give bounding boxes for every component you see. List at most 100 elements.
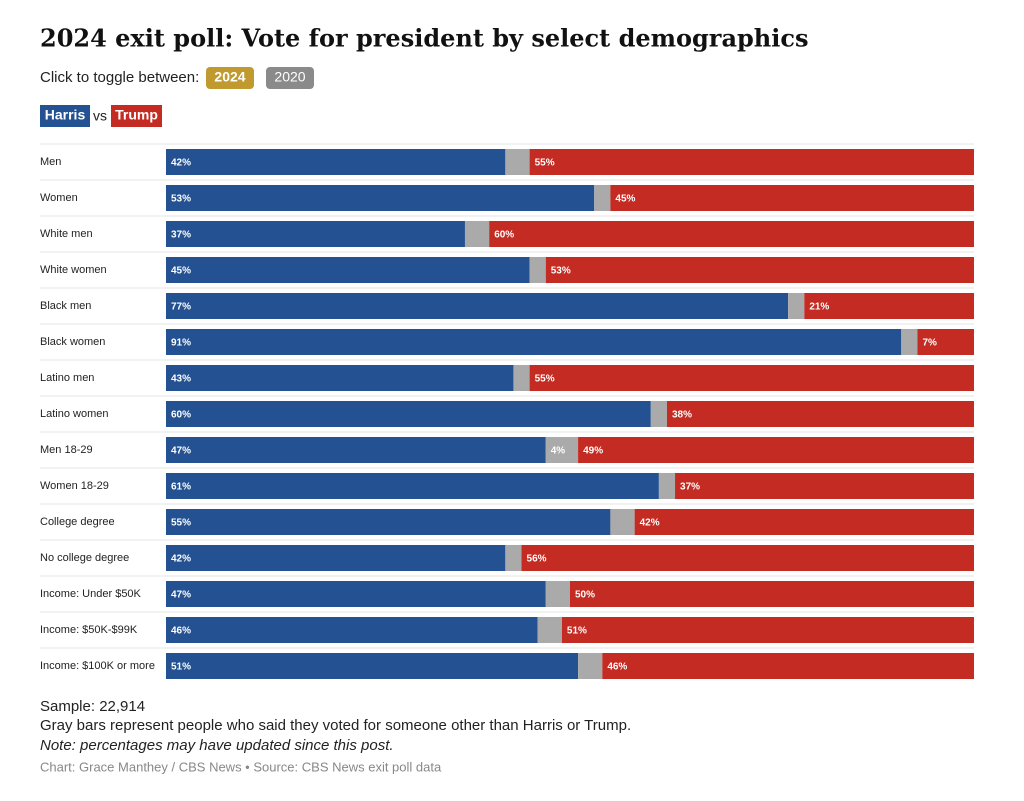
bar-segment (658, 473, 676, 499)
bar-segment (505, 545, 522, 571)
value-label: 4% (551, 446, 566, 457)
value-label: 46% (607, 662, 627, 673)
value-label: 46% (171, 626, 191, 637)
bar-segment (675, 473, 974, 499)
bar-segment (166, 581, 546, 607)
legend-swatch (111, 105, 162, 127)
bar-segment (917, 329, 974, 355)
toggle-button[interactable] (206, 67, 254, 89)
bar-segment (166, 653, 579, 679)
bar-segment (561, 617, 974, 643)
value-label: 51% (171, 662, 191, 673)
value-label: 47% (171, 446, 191, 457)
bar-segment (634, 509, 974, 535)
bar-segment (166, 257, 530, 283)
chart-title: 2024 exit poll: Vote for president by se… (40, 24, 808, 53)
bar-segment (804, 293, 974, 319)
value-label: 56% (527, 554, 547, 565)
bar-segment (529, 365, 974, 391)
toggle-text[interactable]: 2020 (274, 69, 305, 85)
value-label: 7% (922, 338, 937, 349)
value-label: 43% (171, 374, 191, 385)
bar-segment (513, 365, 530, 391)
value-label: 60% (494, 230, 514, 241)
category-label: Women (40, 192, 78, 204)
source: Chart: Grace Manthey / CBS News • Source… (40, 759, 442, 774)
value-label: 91% (171, 338, 191, 349)
bar-segment (545, 581, 570, 607)
category-label: Income: $50K-$99K (40, 624, 138, 636)
bar-segment (166, 149, 506, 175)
bar-segment (537, 617, 562, 643)
bar-segment (166, 473, 659, 499)
category-label: Income: $100K or more (40, 660, 155, 672)
value-label: 53% (171, 194, 191, 205)
value-label: 38% (672, 410, 692, 421)
bar-segment (166, 221, 465, 247)
category-label: Black men (40, 300, 91, 312)
value-label: 47% (171, 590, 191, 601)
toggle-button[interactable] (266, 67, 314, 89)
bar-segment (166, 617, 538, 643)
value-label: 42% (171, 158, 191, 169)
category-label: Black women (40, 336, 105, 348)
note: Note: percentages may have updated since… (40, 737, 394, 754)
value-label: 55% (535, 374, 555, 385)
bar-segment (166, 509, 611, 535)
value-label: 61% (171, 482, 191, 493)
bar-segment (464, 221, 490, 247)
bar-segment (166, 329, 902, 355)
bar-segment (166, 293, 789, 319)
bar-segment (166, 437, 546, 463)
bar-segment (578, 437, 974, 463)
value-label: 77% (171, 302, 191, 313)
category-label: No college degree (40, 552, 129, 564)
bar-segment (529, 149, 974, 175)
toggle-label: Click to toggle between: (40, 69, 199, 86)
note: Gray bars represent people who said they… (40, 717, 631, 734)
bar-segment (610, 185, 974, 211)
category-label: Women 18-29 (40, 480, 109, 492)
bar-segment (901, 329, 918, 355)
bar-segment (602, 653, 974, 679)
bar-segment (489, 221, 974, 247)
note: Sample: 22,914 (40, 698, 145, 715)
bar-segment (166, 545, 506, 571)
category-label: Latino men (40, 372, 94, 384)
category-label: Latino women (40, 408, 109, 420)
category-label: Men 18-29 (40, 444, 93, 456)
value-label: 55% (535, 158, 555, 169)
bar-segment (610, 509, 635, 535)
value-label: 37% (171, 230, 191, 241)
legend-joiner: vs (93, 108, 107, 124)
bar-segment (570, 581, 974, 607)
bar-segment (545, 257, 974, 283)
bar-segment (594, 185, 611, 211)
legend-entry: Trump (115, 107, 158, 123)
value-label: 50% (575, 590, 595, 601)
category-label: White women (40, 264, 107, 276)
bar-segment (166, 185, 595, 211)
category-label: College degree (40, 516, 115, 528)
bar-segment (505, 149, 530, 175)
value-label: 53% (551, 266, 571, 277)
bar-segment (650, 401, 667, 427)
value-label: 45% (615, 194, 635, 205)
bar-segment (166, 365, 514, 391)
value-label: 51% (567, 626, 587, 637)
category-label: White men (40, 228, 93, 240)
bar-segment (521, 545, 974, 571)
bar-segment (529, 257, 546, 283)
bar-segment (666, 401, 974, 427)
category-label: Men (40, 156, 61, 168)
value-label: 21% (809, 302, 829, 313)
value-label: 45% (171, 266, 191, 277)
bar-segment (166, 401, 651, 427)
value-label: 60% (171, 410, 191, 421)
bar-segment (578, 653, 603, 679)
category-label: Income: Under $50K (40, 588, 142, 600)
legend-entry: Harris (45, 107, 86, 123)
legend-swatch (40, 105, 90, 127)
toggle-text[interactable]: 2024 (214, 69, 245, 85)
